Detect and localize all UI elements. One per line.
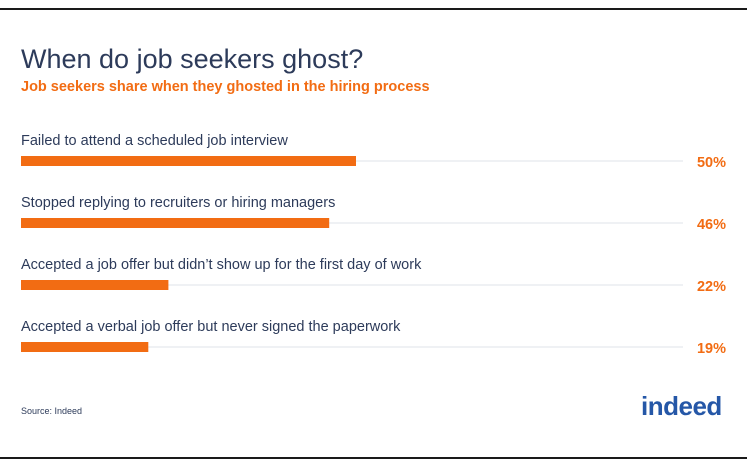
value-label: 50%	[697, 155, 726, 171]
bar	[21, 218, 330, 228]
category-label: Stopped replying to recruiters or hiring…	[21, 195, 335, 211]
bar	[21, 156, 356, 166]
bar	[21, 342, 149, 352]
chart-title: When do job seekers ghost?	[21, 44, 364, 74]
top-border	[0, 8, 747, 10]
indeed-logo: indeed	[641, 391, 722, 421]
chart-subtitle: Job seekers share when they ghosted in t…	[21, 79, 430, 95]
bar	[21, 280, 169, 290]
category-label: Failed to attend a scheduled job intervi…	[21, 133, 288, 149]
bottom-border	[0, 457, 747, 459]
category-label: Accepted a job offer but didn’t show up …	[21, 257, 422, 273]
value-label: 22%	[697, 279, 726, 295]
value-label: 19%	[697, 341, 726, 357]
value-label: 46%	[697, 217, 726, 233]
category-label: Accepted a verbal job offer but never si…	[21, 319, 401, 335]
source-note: Source: Indeed	[21, 406, 83, 416]
